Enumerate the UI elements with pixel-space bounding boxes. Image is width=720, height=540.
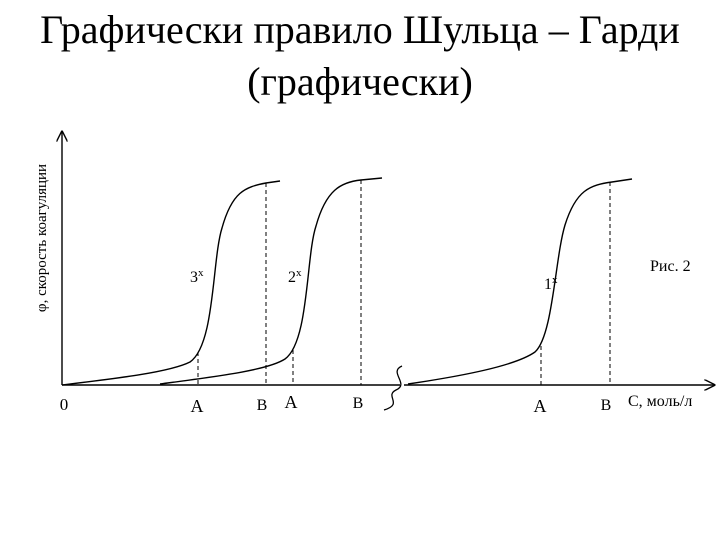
figure-caption: Рис. 2 [650,258,691,275]
x-axis-label: C, моль/л [628,393,692,410]
label-b-3: B [257,397,268,414]
curve-1 [407,178,633,385]
label-a-3: A [191,396,204,416]
axis-break-mark [383,365,403,411]
curve-1-label: 1x [544,274,558,293]
curve-3-label: 3x [190,267,204,286]
curve-3 [61,180,281,386]
y-axis-label: φ, скорость коагуляции [34,164,50,312]
origin-label: 0 [60,395,69,414]
title-line-2: (графически) [247,59,473,104]
label-a-2: A [285,392,298,412]
label-b-2: B [353,395,364,412]
label-b-1: B [601,397,612,414]
title-line-1: Графически правило Шульца – Гарди [40,7,680,52]
slide-title: Графически правило Шульца – Гарди (графи… [0,4,720,108]
curve-2-label: 2x [288,267,302,286]
label-a-1: A [534,396,547,416]
curve-2 [159,177,383,385]
